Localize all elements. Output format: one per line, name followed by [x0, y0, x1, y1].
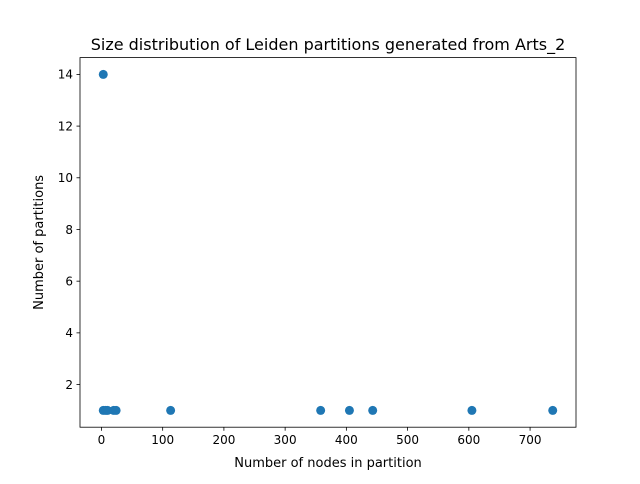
- y-tick-label: 14: [58, 68, 73, 82]
- y-tick-label: 6: [65, 274, 73, 288]
- chart-title: Size distribution of Leiden partitions g…: [91, 35, 566, 55]
- x-tick-label: 700: [519, 433, 542, 447]
- scatter-point: [368, 405, 378, 415]
- scatter-point: [166, 405, 176, 415]
- x-tick-label: 100: [151, 433, 174, 447]
- plot-area: [79, 57, 577, 428]
- scatter-point: [316, 405, 326, 415]
- scatter-point: [548, 405, 558, 415]
- x-tick-label: 400: [335, 433, 358, 447]
- x-tick-label: 300: [274, 433, 297, 447]
- x-tick-label: 0: [98, 433, 106, 447]
- y-tick-label: 2: [65, 378, 73, 392]
- scatter-point: [467, 405, 477, 415]
- y-tick-label: 10: [58, 171, 73, 185]
- y-tick-label: 4: [65, 326, 73, 340]
- x-tick-label: 500: [396, 433, 419, 447]
- data-points: [98, 69, 558, 415]
- y-axis: 2 4 6 8 10 12 14: [58, 68, 80, 392]
- scatter-point: [98, 69, 108, 79]
- x-tick-label: 600: [457, 433, 480, 447]
- x-axis: 0 100 200 300 400 500 600 700: [98, 427, 542, 447]
- scatter-point: [344, 405, 354, 415]
- scatter-point: [111, 405, 121, 415]
- y-tick-label: 8: [65, 223, 73, 237]
- y-axis-label: Number of partitions: [32, 175, 47, 310]
- x-axis-label: Number of nodes in partition: [234, 456, 422, 471]
- y-tick-label: 12: [58, 119, 73, 133]
- x-tick-label: 200: [212, 433, 235, 447]
